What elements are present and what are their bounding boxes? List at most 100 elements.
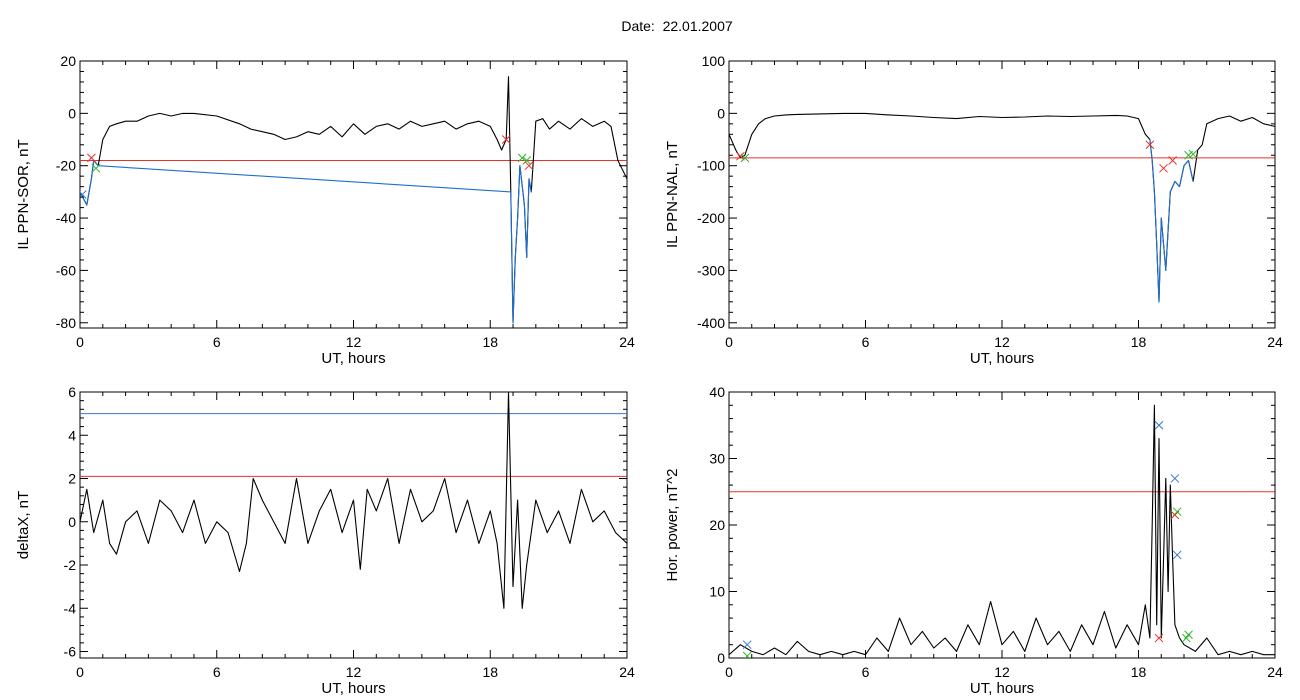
marker-green (740, 153, 750, 163)
x-tick-label: 24 (619, 664, 635, 680)
y-tick-label: 0 (717, 650, 725, 666)
x-tick-label: 12 (346, 664, 362, 680)
x-tick-label: 6 (213, 664, 221, 680)
x-tick-label: 6 (213, 334, 221, 350)
y-tick-label: -100 (697, 158, 725, 174)
marker-red (501, 135, 511, 144)
y-tick-label: 20 (709, 517, 725, 533)
marker-stroke (1154, 420, 1164, 430)
series-line-dip (1149, 139, 1194, 303)
marker-green (522, 156, 532, 165)
marker-blue (742, 640, 752, 650)
y-tick-label: 30 (709, 451, 725, 467)
x-tick-label: 0 (725, 334, 733, 350)
marker-red (1159, 163, 1168, 173)
y-tick-label: 0 (68, 105, 76, 121)
y-tick-label: 10 (709, 584, 725, 600)
y-axis-label: Hor. power, nT^2 (664, 469, 681, 582)
plot-area (80, 392, 627, 609)
marker-stroke (742, 640, 752, 650)
x-axis-label: UT, hours (321, 350, 385, 367)
marker-blue (80, 190, 87, 199)
marker-stroke (744, 651, 752, 658)
marker-stroke (1168, 156, 1177, 165)
x-axis-label: UT, hours (970, 680, 1034, 697)
x-tick-label: 6 (862, 664, 870, 680)
panel-hor-power: 0 6 12 18 24 40 30 20 10 0 UT, hours Hor. power, nT… (664, 384, 1283, 697)
marker-stroke (1172, 550, 1182, 560)
series-line (729, 112, 1275, 303)
marker-stroke (1159, 163, 1168, 173)
y-tick-label: 6 (68, 384, 76, 400)
x-tick-label: 24 (1267, 334, 1283, 350)
plot-frame (728, 60, 1276, 329)
x-tick-label: 18 (1131, 664, 1147, 680)
y-tick-label: -2 (64, 557, 77, 573)
y-tick-label: 0 (717, 105, 725, 121)
marker-stroke (1170, 474, 1180, 483)
marker-stroke (736, 151, 745, 161)
marker-stroke (87, 153, 96, 163)
series-line-dip (80, 159, 532, 324)
marker-stroke (522, 156, 532, 165)
marker-stroke (1172, 507, 1182, 517)
marker-stroke (91, 163, 101, 173)
marker-blue (1170, 474, 1180, 483)
y-tick-label: -200 (697, 210, 725, 226)
x-tick-label: 12 (994, 664, 1010, 680)
x-tick-label: 24 (1267, 664, 1283, 680)
marker-green (1184, 630, 1193, 640)
plot-frame (728, 391, 1276, 659)
x-tick-label: 0 (725, 664, 733, 680)
y-tick-label: -4 (64, 600, 77, 616)
marker-stroke (1184, 630, 1193, 640)
marker-red (736, 151, 745, 161)
x-axis-label: UT, hours (321, 680, 385, 697)
marker-red (524, 161, 534, 171)
y-tick-label: 40 (709, 384, 725, 400)
marker-red (87, 153, 96, 163)
x-tick-label: 6 (862, 334, 870, 350)
panel-il-ppn-sor: 0 6 12 18 24 20 0 -20 -40 -60 -80 UT, hours IL PPN-S… (15, 53, 635, 367)
marker-green (1172, 507, 1182, 517)
x-tick-label: 0 (76, 664, 84, 680)
marker-red (1168, 156, 1177, 165)
marker-stroke (501, 135, 511, 144)
panel-deltax: 0 6 12 18 24 6 4 2 0 -2 -4 -6 UT, hours deltaX, nT (15, 384, 635, 697)
marker-red (1154, 633, 1164, 643)
marker-stroke (524, 161, 534, 171)
y-tick-label: 100 (702, 53, 726, 69)
y-tick-label: 20 (60, 53, 76, 69)
marker-stroke (1154, 633, 1164, 643)
y-tick-label: -80 (56, 315, 76, 331)
marker-red (1145, 140, 1155, 150)
marker-stroke (1188, 149, 1198, 159)
y-axis-label: IL PPN-SOR, nT (15, 139, 32, 249)
y-tick-label: 0 (68, 514, 76, 530)
y-axis-label: deltaX, nT (15, 491, 32, 559)
y-tick-label: -20 (56, 158, 76, 174)
plot-area (729, 404, 1275, 658)
marker-stroke (80, 190, 87, 198)
panel-il-ppn-nal: 0 6 12 18 24 100 0 -100 -200 -300 -400 UT, hours IL … (664, 53, 1283, 367)
x-axis-label: UT, hours (970, 350, 1034, 367)
marker-stroke (1145, 140, 1155, 150)
x-tick-label: 18 (482, 664, 498, 680)
y-axis-label: IL PPN-NAL, nT (664, 141, 681, 248)
plot-area (80, 76, 627, 324)
marker-green (742, 651, 752, 658)
marker-blue (1154, 420, 1164, 430)
y-tick-label: 2 (68, 471, 76, 487)
y-tick-label: 4 (68, 427, 76, 443)
x-tick-label: 18 (1131, 334, 1147, 350)
y-tick-label: -300 (697, 262, 725, 278)
series-line (80, 392, 627, 609)
marker-green (517, 153, 527, 163)
x-tick-label: 0 (76, 334, 84, 350)
x-tick-label: 12 (994, 334, 1010, 350)
marker-blue (1172, 550, 1182, 560)
marker-green (1188, 149, 1198, 159)
y-tick-label: -60 (56, 262, 76, 278)
figure-title: Date: 22.01.2007 (621, 18, 733, 34)
